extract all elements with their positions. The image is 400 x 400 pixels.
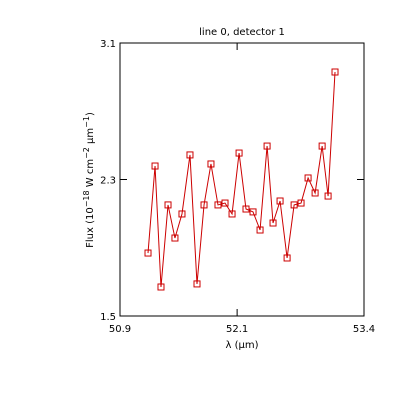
data-point: [311, 189, 319, 197]
y-label-part: Flux (10: [85, 207, 96, 248]
y-label-part: −18: [82, 190, 91, 207]
data-point: [318, 142, 326, 150]
y-label-part: ): [85, 112, 96, 116]
data-point: [200, 201, 208, 209]
data-point: [207, 160, 215, 168]
data-point: [297, 199, 305, 207]
y-axis-label: Flux (10−18 W cm−2 μm−1): [82, 112, 96, 248]
y-tick-label: 2.3: [100, 176, 116, 187]
data-point: [151, 162, 159, 170]
data-point: [304, 174, 312, 182]
y-tick-label: 1.5: [100, 312, 116, 323]
data-point: [242, 205, 250, 213]
data-point: [324, 192, 332, 200]
x-tick-label: 50.9: [109, 324, 131, 335]
y-label-part: −2: [82, 147, 91, 159]
data-point: [171, 234, 179, 242]
y-label-part: μm: [85, 128, 96, 147]
data-point: [178, 210, 186, 218]
data-point: [263, 142, 271, 150]
data-point: [256, 226, 264, 234]
data-point: [144, 249, 152, 257]
data-point: [193, 280, 201, 288]
data-point: [283, 254, 291, 262]
data-point: [290, 201, 298, 209]
data-point: [221, 199, 229, 207]
x-tick-label: 52.1: [226, 324, 248, 335]
data-point: [228, 210, 236, 218]
chart-title: line 0, detector 1: [199, 27, 285, 38]
data-point: [235, 149, 243, 157]
data-point: [269, 219, 277, 227]
data-point: [331, 68, 339, 76]
data-point: [186, 151, 194, 159]
x-tick-label: 53.4: [353, 324, 375, 335]
x-axis-label: λ (μm): [225, 340, 258, 351]
series-line: [147, 71, 336, 288]
data-point: [249, 208, 257, 216]
data-point: [157, 283, 165, 291]
y-label-part: −1: [82, 116, 91, 128]
y-tick-label: 3.1: [100, 39, 116, 50]
y-label-part: W cm: [85, 159, 96, 190]
data-point: [214, 201, 222, 209]
data-point: [164, 201, 172, 209]
data-point: [276, 197, 284, 205]
